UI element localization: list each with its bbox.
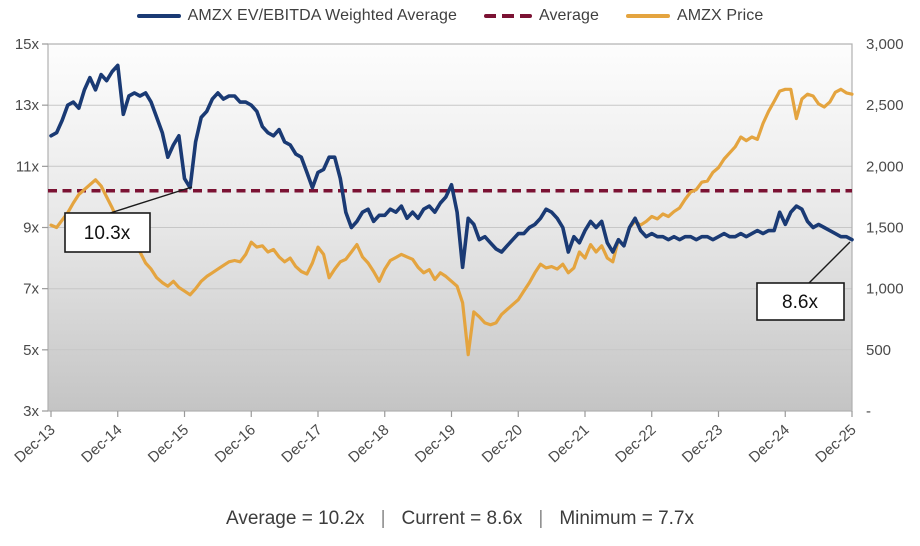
right-axis-tick-label: 500 [866,342,891,359]
x-axis-tick-label: Dec-16 [212,421,259,466]
summary-stat-minimum: Minimum = 7.7x [559,508,694,529]
legend-item-ev-ebitda: AMZX EV/EBITDA Weighted Average [136,7,457,25]
summary-stat-current: Current = 8.6x [401,508,523,529]
callout-box [64,212,151,253]
callout-value: 10.3x [84,223,131,244]
ev-ebitda-line [49,63,854,270]
right-axis-tick-label: 1,000 [866,281,904,298]
callout-value: 8.6x [782,292,818,313]
left-axis-tick-label: 5x [23,342,39,359]
summary-bar: Average = 10.2x | Current = 8.6x | Minim… [0,508,920,530]
chart-legend: AMZX EV/EBITDA Weighted Average Average … [0,2,900,30]
separator: | [380,508,386,529]
x-axis-tick-label: Dec-21 [545,421,592,466]
legend-label: AMZX Price [676,7,764,24]
callout-leader-line [106,186,193,215]
left-axis-tick-label: 7x [23,281,39,298]
right-axis-tick-label: 2,500 [866,97,904,114]
x-axis-tick-label: Dec-13 [11,421,58,466]
x-axis-tick-label: Dec-25 [812,421,859,466]
x-axis-tick-label: Dec-18 [345,421,392,466]
line-swatch-icon [136,14,181,18]
left-axis-tick-label: 15x [15,36,40,53]
dashed-line-swatch-icon [483,14,532,18]
left-axis-tick-label: 9x [23,220,39,237]
x-axis-tick-label: Dec-22 [612,421,659,466]
legend-item-average: Average [483,7,599,25]
legend-item-price: AMZX Price [625,7,764,25]
right-axis-tick-label: 1,500 [866,220,904,237]
x-axis-tick-label: Dec-14 [78,421,125,466]
callout-dip-2016: 10.3x [64,186,193,253]
left-axis-tick-label: 3x [23,403,39,420]
left-axis-tick-label: 13x [15,97,40,114]
line-swatch-icon [625,14,670,18]
separator: | [538,508,544,529]
x-axis-tick-label: Dec-20 [479,421,526,466]
x-axis-tick-label: Dec-19 [412,421,459,466]
x-axis-tick-label: Dec-24 [746,421,793,466]
price-line [49,87,854,357]
right-axis-tick-label: 3,000 [866,36,904,53]
callout-current: 8.6x [756,241,851,321]
x-axis-tick-label: Dec-17 [278,421,325,466]
x-axis-tick-label: Dec-23 [679,421,726,466]
right-axis-tick-label: - [866,403,871,420]
chart-canvas: 15x 3,000 13x 2,500 11x 2,000 9x 1,500 7x 1,000 5x… [11,36,903,466]
x-axis-tick-label: Dec-15 [145,421,192,466]
right-axis-tick-label: 2,000 [866,158,904,175]
callout-box [756,282,845,321]
left-axis-tick-label: 11x [16,158,40,175]
callout-leader-line [807,241,851,285]
legend-label: AMZX EV/EBITDA Weighted Average [187,7,457,24]
legend-label: Average [538,7,599,24]
plot-layer: 15x 3,000 13x 2,500 11x 2,000 9x 1,500 7x 1,000 5x… [11,36,903,466]
summary-stat-average: Average = 10.2x [226,508,365,529]
